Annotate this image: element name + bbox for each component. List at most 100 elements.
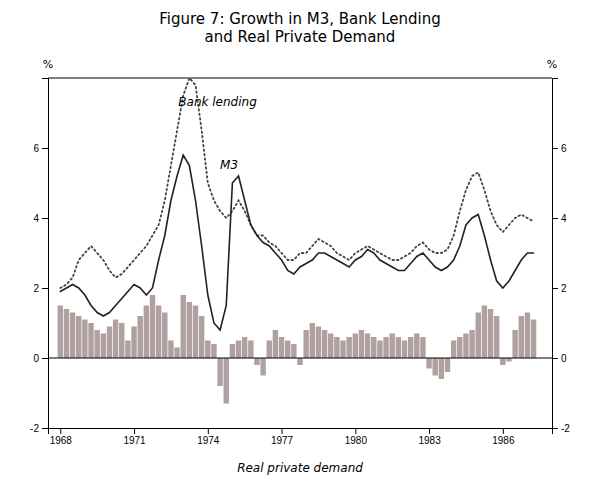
bar [94, 330, 99, 358]
axis-line [42, 79, 49, 429]
bar [316, 327, 321, 359]
tick-label: 1974 [197, 435, 220, 446]
tick: 1971 [123, 428, 146, 446]
bar [230, 344, 235, 358]
frame-top [48, 78, 552, 79]
bar [457, 337, 462, 358]
tick: 2 [552, 283, 567, 294]
bar [64, 309, 69, 358]
bar [174, 348, 179, 359]
tick-mark [503, 428, 504, 434]
tick: 1986 [492, 428, 515, 446]
line [60, 155, 533, 330]
tick-label: 0 [33, 353, 39, 364]
bar [451, 341, 456, 359]
y2-axis: -2 0 2 4 6 [552, 79, 570, 434]
bar [131, 327, 136, 359]
bar [199, 316, 204, 358]
bar [389, 334, 394, 359]
tick-label: 1977 [271, 435, 294, 446]
tick-mark [134, 428, 135, 434]
axis-line [49, 429, 553, 435]
bar [291, 344, 296, 358]
bar [346, 337, 351, 358]
tick-label: -2 [561, 423, 570, 434]
bar [101, 334, 106, 359]
bar [377, 341, 382, 359]
bar [445, 358, 450, 372]
bar [162, 313, 167, 359]
bar [168, 341, 173, 359]
bar [224, 358, 229, 404]
bar [242, 337, 247, 358]
tick-mark [552, 218, 558, 219]
tick-mark [282, 428, 283, 434]
tick-mark [42, 218, 48, 219]
bar [297, 358, 302, 365]
bar [402, 341, 407, 359]
axis-line [553, 79, 559, 429]
bar [334, 337, 339, 358]
y-axis: -20246 [30, 79, 48, 434]
tick-mark [429, 428, 430, 434]
bar [525, 313, 530, 359]
tick: 0 [552, 353, 567, 364]
bar [433, 358, 438, 376]
bar [248, 341, 253, 359]
title: Figure 7: Growth in M3, Bank Lendingand … [159, 10, 440, 46]
bar [469, 330, 474, 358]
bar [82, 320, 87, 359]
annotation: M3 [220, 158, 238, 172]
tick-mark [552, 148, 558, 149]
bar [310, 323, 315, 358]
tick-label: 1968 [50, 435, 73, 446]
tick-label: 4 [561, 213, 567, 224]
y-axis-label: % [43, 58, 53, 71]
bar [519, 316, 524, 358]
bar [463, 334, 468, 359]
chart: 1968197119741977198019831986-20246-20246… [0, 0, 600, 490]
bar [328, 334, 333, 359]
bar [254, 358, 259, 365]
bar [488, 309, 493, 358]
bar [408, 337, 413, 358]
tick-label: -2 [30, 423, 39, 434]
tick-label: 1971 [123, 435, 146, 446]
series-label: Real private demand [237, 461, 363, 475]
bar [396, 337, 401, 358]
line [60, 78, 533, 288]
bar [70, 313, 75, 359]
bar [236, 341, 241, 359]
bar [359, 330, 364, 358]
plot: 1968197119741977198019831986-20246-20246… [30, 58, 570, 475]
bar [76, 316, 81, 358]
bar [426, 358, 431, 369]
tick-mark [355, 428, 356, 434]
bar [211, 344, 216, 358]
tick-label: 0 [561, 353, 567, 364]
bar [365, 334, 370, 359]
tick-mark [208, 428, 209, 434]
bar [187, 302, 192, 358]
bar [58, 306, 63, 359]
bar [193, 306, 198, 359]
tick-mark [552, 288, 558, 289]
bar [482, 306, 487, 359]
annotation: Bank lending [178, 95, 257, 109]
bar [181, 295, 186, 358]
bar [217, 358, 222, 386]
tick: 1974 [197, 428, 220, 446]
tick: 6 [33, 143, 48, 154]
tick-mark [552, 358, 558, 359]
marks [48, 78, 552, 404]
bar [414, 334, 419, 359]
bar [125, 341, 130, 359]
bar [273, 330, 278, 358]
bar [439, 358, 444, 379]
tick: 2 [33, 283, 48, 294]
tick-label: 6 [33, 143, 39, 154]
tick-label: 6 [561, 143, 567, 154]
tick: 1983 [418, 428, 441, 446]
tick-mark [42, 148, 48, 149]
tick-mark [42, 288, 48, 289]
